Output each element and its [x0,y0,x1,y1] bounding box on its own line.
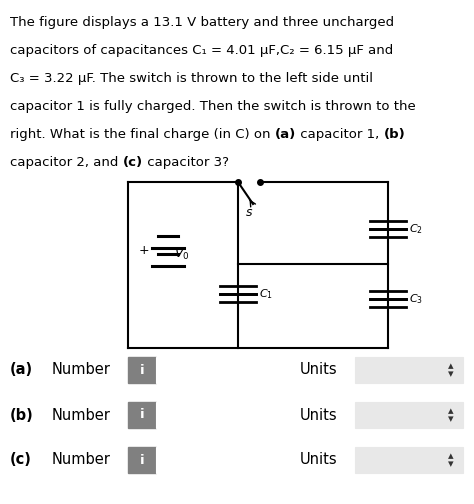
Bar [156,357,296,383]
Text: Number: Number [52,362,111,377]
Text: (b): (b) [10,408,34,422]
Text: Units: Units [300,362,337,377]
Text: capacitor 2, and: capacitor 2, and [10,156,123,169]
Bar [355,447,463,473]
Bar [355,402,463,428]
Text: $C_2$: $C_2$ [409,222,423,236]
Text: C₃ = 3.22 μF. The switch is thrown to the left side until: C₃ = 3.22 μF. The switch is thrown to th… [10,72,373,85]
Bar [128,447,156,473]
Text: ▴
▾: ▴ ▾ [448,406,454,424]
Text: The figure displays a 13.1 V battery and three uncharged: The figure displays a 13.1 V battery and… [10,16,394,29]
Text: capacitors of capacitances C₁ = 4.01 μF,C₂ = 6.15 μF and: capacitors of capacitances C₁ = 4.01 μF,… [10,44,393,57]
Text: Number: Number [52,408,111,422]
Text: Units: Units [300,453,337,468]
Text: capacitor 1 is fully charged. Then the switch is thrown to the: capacitor 1 is fully charged. Then the s… [10,100,416,113]
Bar [355,357,463,383]
Text: (c): (c) [10,453,32,468]
Text: $V_0$: $V_0$ [174,246,190,262]
Bar [128,402,156,428]
Bar [128,357,156,383]
Text: i: i [140,409,144,421]
Text: (a): (a) [10,362,33,377]
Text: right. What is the final charge (in C) on: right. What is the final charge (in C) o… [10,128,275,141]
Text: +: + [139,243,149,257]
Text: i: i [140,363,144,376]
Text: Number: Number [52,453,111,468]
Text: (a): (a) [275,128,296,141]
Text: Units: Units [300,408,337,422]
Bar [156,402,296,428]
Text: $C_3$: $C_3$ [409,292,423,306]
Text: capacitor 1,: capacitor 1, [296,128,383,141]
Text: ▴
▾: ▴ ▾ [448,361,454,379]
Text: (c): (c) [123,156,143,169]
Text: $C_1$: $C_1$ [259,287,273,301]
Text: i: i [140,454,144,467]
Text: s: s [246,206,253,219]
Text: ▴
▾: ▴ ▾ [448,451,454,469]
Text: capacitor 3?: capacitor 3? [143,156,229,169]
Bar [156,447,296,473]
Text: (b): (b) [383,128,405,141]
